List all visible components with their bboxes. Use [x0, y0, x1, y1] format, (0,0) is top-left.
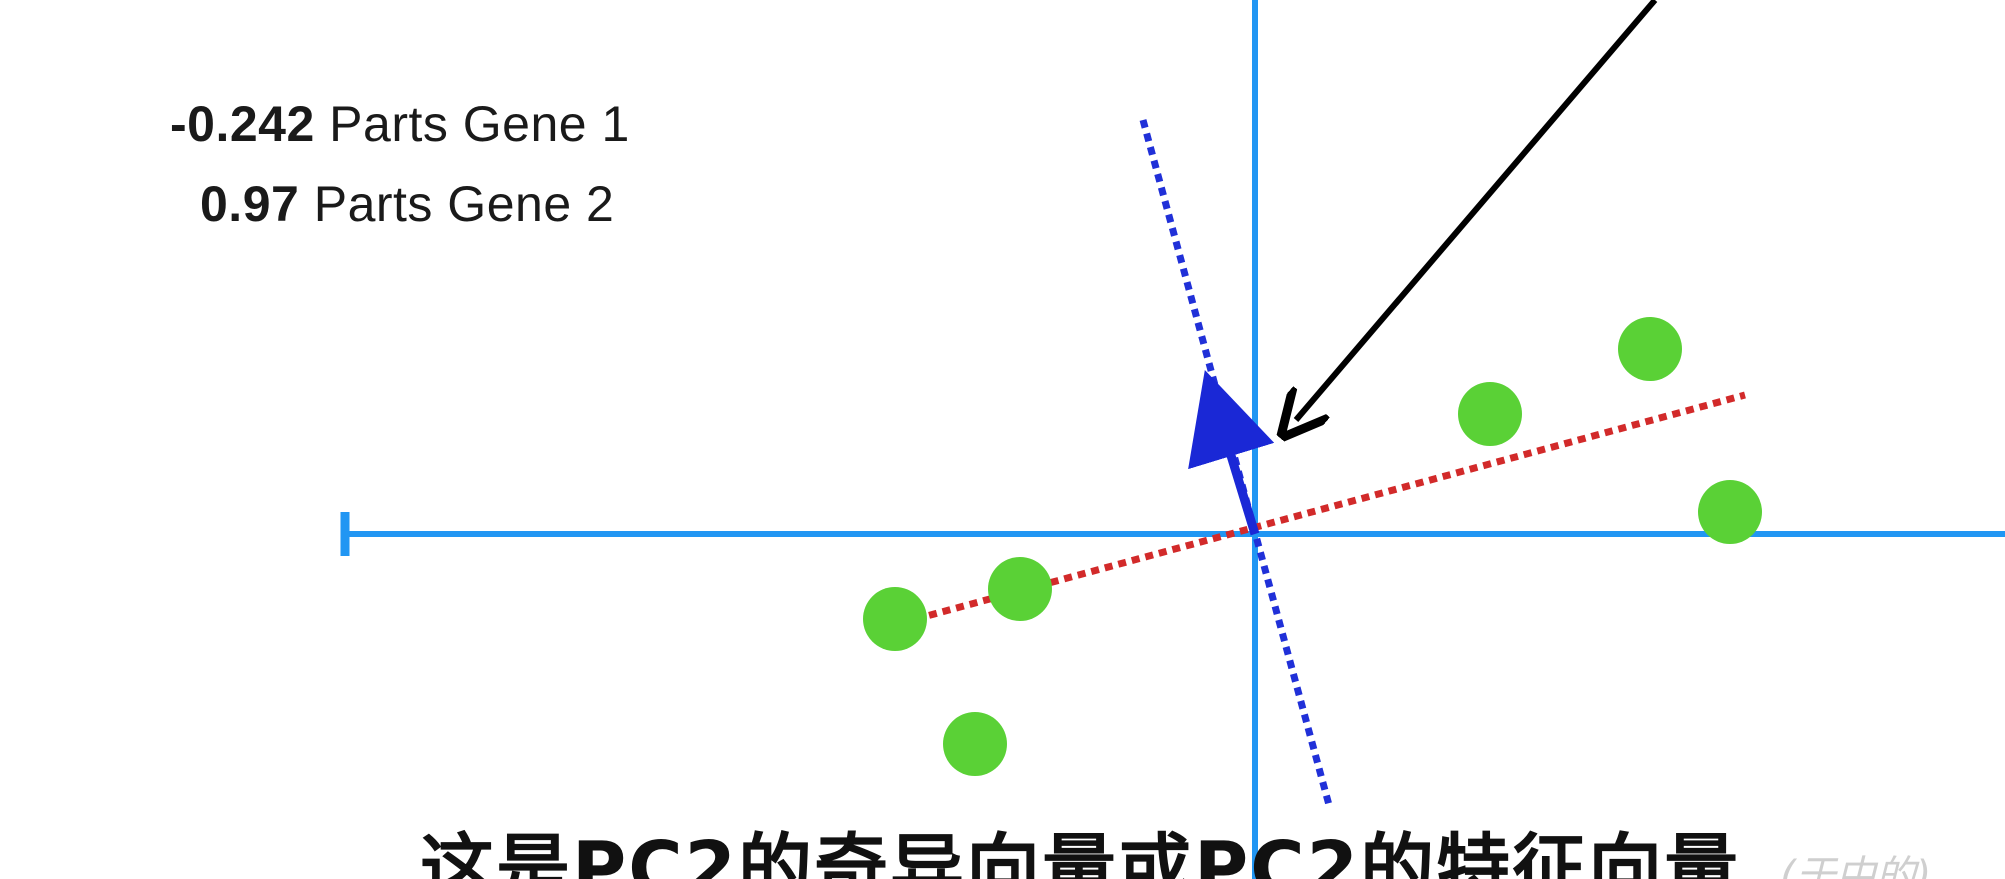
data-point-1 [863, 587, 927, 651]
gene1-loading-label: Parts Gene 1 [314, 96, 630, 152]
data-point-6 [1698, 480, 1762, 544]
pointer-arrow [1296, 0, 1658, 420]
data-point-3 [943, 712, 1007, 776]
pc1-dotted-line [874, 391, 1746, 634]
subtitle-text: 这是PC2的奇异向量或PC2的特征向量 [420, 826, 1741, 879]
pc2-eigenvector-arrow [1188, 369, 1275, 536]
gene1-loading: -0.242 Parts Gene 1 [170, 95, 630, 153]
watermark: (于中的) [1780, 853, 1932, 879]
gene2-loading-label: Parts Gene 2 [299, 176, 615, 232]
video-subtitle: 这是PC2的奇异向量或PC2的特征向量 (于中的) [0, 805, 2005, 879]
gene2-loading-value: 0.97 [200, 176, 300, 232]
gene2-loading: 0.97 Parts Gene 2 [200, 175, 614, 233]
gene1-loading-value: -0.242 [170, 96, 315, 152]
data-point-5 [1618, 317, 1682, 381]
data-points [863, 317, 1762, 776]
data-point-2 [988, 557, 1052, 621]
data-point-4 [1458, 382, 1522, 446]
